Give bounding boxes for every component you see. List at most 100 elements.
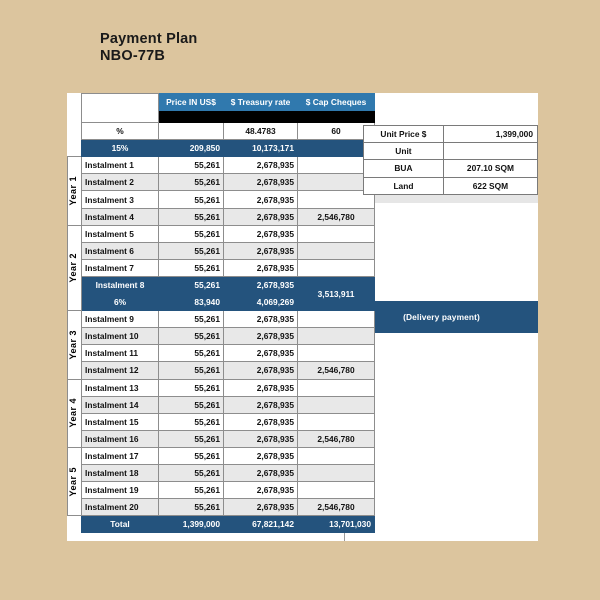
rate-row-year-blank [67, 122, 82, 140]
instalment-cap-cheques: 2,546,780 [297, 429, 375, 448]
instalment-price: 55,261 [158, 190, 224, 209]
gray-separator-strip [355, 192, 538, 203]
instalment-treasury: 2,678,935 [223, 481, 298, 500]
instalment-treasury: 2,678,935 [223, 207, 298, 226]
header-price: Price IN US$ [158, 92, 224, 112]
instalment-label: Instalment 4 [81, 207, 159, 226]
info-key: Land [363, 176, 444, 195]
instalment-label: Instalment 12 [81, 361, 159, 380]
delivery-treasury: 4,069,269 [223, 293, 298, 312]
rate-row-cap-cheques: 60 [297, 122, 375, 141]
total-cap-cheques: 13,701,030 [297, 515, 375, 534]
year-label-y4: Year 4 [67, 378, 82, 448]
instalment-treasury: 2,678,935 [223, 412, 298, 431]
table-row: Instalment 6 55,261 2,678,935 [68, 241, 375, 260]
instalment-cap-cheques [297, 481, 375, 500]
instalment-label: Instalment 19 [81, 481, 159, 500]
instalment-label: Instalment 13 [81, 378, 159, 397]
info-row: BUA 207.10 SQM [363, 159, 539, 178]
instalment-label: Instalment 3 [81, 190, 159, 209]
downpayment-label: 15% [81, 139, 159, 158]
instalment-price: 55,261 [158, 412, 224, 431]
instalment-label: Instalment 16 [81, 429, 159, 448]
table-row: Year 3 Instalment 9 55,261 2,678,935 [67, 310, 375, 380]
delivery-percent-row: 6% 83,940 4,069,269 [68, 293, 375, 312]
table-row: Year 2 Instalment 5 55,261 2,678,935 [67, 224, 375, 312]
instalment-treasury: 2,678,935 [223, 429, 298, 448]
instalment-label: Instalment 18 [81, 463, 159, 483]
rate-row-treasury: 48.4783 [223, 122, 298, 141]
instalment-price: 55,261 [158, 463, 224, 483]
total-row: Total 1,399,000 67,821,142 13,701,030 [67, 515, 375, 534]
instalment-label: Instalment 1 [81, 156, 159, 175]
page-title: Payment Plan NBO-77B [100, 31, 198, 65]
instalment-cap-cheques [297, 344, 375, 363]
instalment-price: 55,261 [158, 429, 224, 448]
instalment-treasury: 2,678,935 [223, 275, 298, 295]
instalment-cap-cheques: 2,546,780 [297, 498, 375, 517]
table-row: Instalment 8 55,261 2,678,935 3,513,911 [68, 275, 375, 312]
instalment-label: Instalment 17 [81, 446, 159, 465]
info-row: Unit [363, 142, 539, 161]
delivery-price: 83,940 [158, 293, 224, 312]
header-corner-blank [67, 93, 82, 123]
downpayment-year-blank [67, 139, 82, 157]
instalment-cap-cheques [297, 327, 375, 346]
table-row: Instalment 16 55,261 2,678,935 2,546,780 [68, 429, 375, 448]
instalment-price: 55,261 [158, 327, 224, 346]
table-row: Instalment 11 55,261 2,678,935 [68, 344, 375, 363]
table-row: Instalment 12 55,261 2,678,935 2,546,780 [68, 361, 375, 380]
rate-row-label: % [81, 122, 159, 141]
table-row: Year 5 Instalment 17 55,261 2,678,935 [67, 446, 375, 517]
instalment-cap-cheques [297, 190, 375, 209]
instalment-label: Instalment 14 [81, 395, 159, 414]
instalment-label: Instalment 7 [81, 258, 159, 277]
delivery-payment-label: (Delivery payment) [403, 312, 480, 322]
instalment-price: 55,261 [158, 241, 224, 260]
year-label-text: Year 3 [68, 330, 79, 360]
instalment-price: 55,261 [158, 395, 224, 414]
spreadsheet-canvas: (Delivery payment) Price IN US$ $ Treasur… [67, 92, 539, 541]
instalment-treasury: 2,678,935 [223, 395, 298, 414]
table-row: Year 1 Instalment 1 55,261 2,678,935 [67, 156, 375, 226]
instalment-cap-cheques [297, 463, 375, 483]
instalment-treasury: 2,678,935 [223, 156, 298, 175]
info-value: 207.10 SQM [442, 159, 539, 178]
rate-row-price-blank [158, 122, 224, 141]
info-key: Unit Price $ [363, 124, 444, 144]
instalment-cap-cheques [297, 224, 375, 243]
table-row: Instalment 4 55,261 2,678,935 2,546,780 [68, 207, 375, 226]
instalment-treasury: 2,678,935 [223, 173, 298, 192]
total-year-blank [67, 515, 82, 533]
table-row: Instalment 14 55,261 2,678,935 [68, 395, 375, 414]
instalment-label: Instalment 8 [81, 275, 159, 295]
year-label-y5: Year 5 [67, 446, 82, 517]
total-treasury: 67,821,142 [223, 515, 298, 534]
instalment-treasury: 2,678,935 [223, 498, 298, 517]
unit-info-panel: Unit Price $1,399,000 Unit BUA 207.10 SQM La… [363, 124, 539, 195]
year-label-y3: Year 3 [67, 310, 82, 380]
instalment-label: Instalment 15 [81, 412, 159, 431]
instalment-cap-cheques [297, 258, 375, 277]
table-row: Instalment 18 55,261 2,678,935 [68, 463, 375, 483]
instalment-label: Instalment 10 [81, 327, 159, 346]
instalment-treasury: 2,678,935 [223, 378, 298, 397]
instalment-price: 55,261 [158, 361, 224, 380]
total-price: 1,399,000 [158, 515, 224, 534]
instalment-treasury: 2,678,935 [223, 446, 298, 465]
table-row: Instalment 7 55,261 2,678,935 [68, 258, 375, 277]
downpayment-row: 15% 209,850 10,173,171 [67, 139, 375, 158]
instalment-cap-cheques [297, 310, 375, 329]
table-row: Year 4 Instalment 13 55,261 2,678,935 [67, 378, 375, 448]
header-label-blank [81, 92, 159, 124]
downpayment-treasury: 10,173,171 [223, 139, 298, 158]
year-label-y2: Year 2 [67, 224, 82, 312]
delivery-payment-banner: (Delivery payment) [345, 301, 538, 333]
table-row: Instalment 20 55,261 2,678,935 2,546,780 [68, 498, 375, 517]
info-row: Land 622 SQM [363, 176, 539, 195]
table-row: Instalment 10 55,261 2,678,935 [68, 327, 375, 346]
info-row: Unit Price $1,399,000 [363, 124, 539, 144]
info-key: BUA [363, 159, 444, 178]
instalment-label: Instalment 20 [81, 498, 159, 517]
instalment-price: 55,261 [158, 156, 224, 175]
